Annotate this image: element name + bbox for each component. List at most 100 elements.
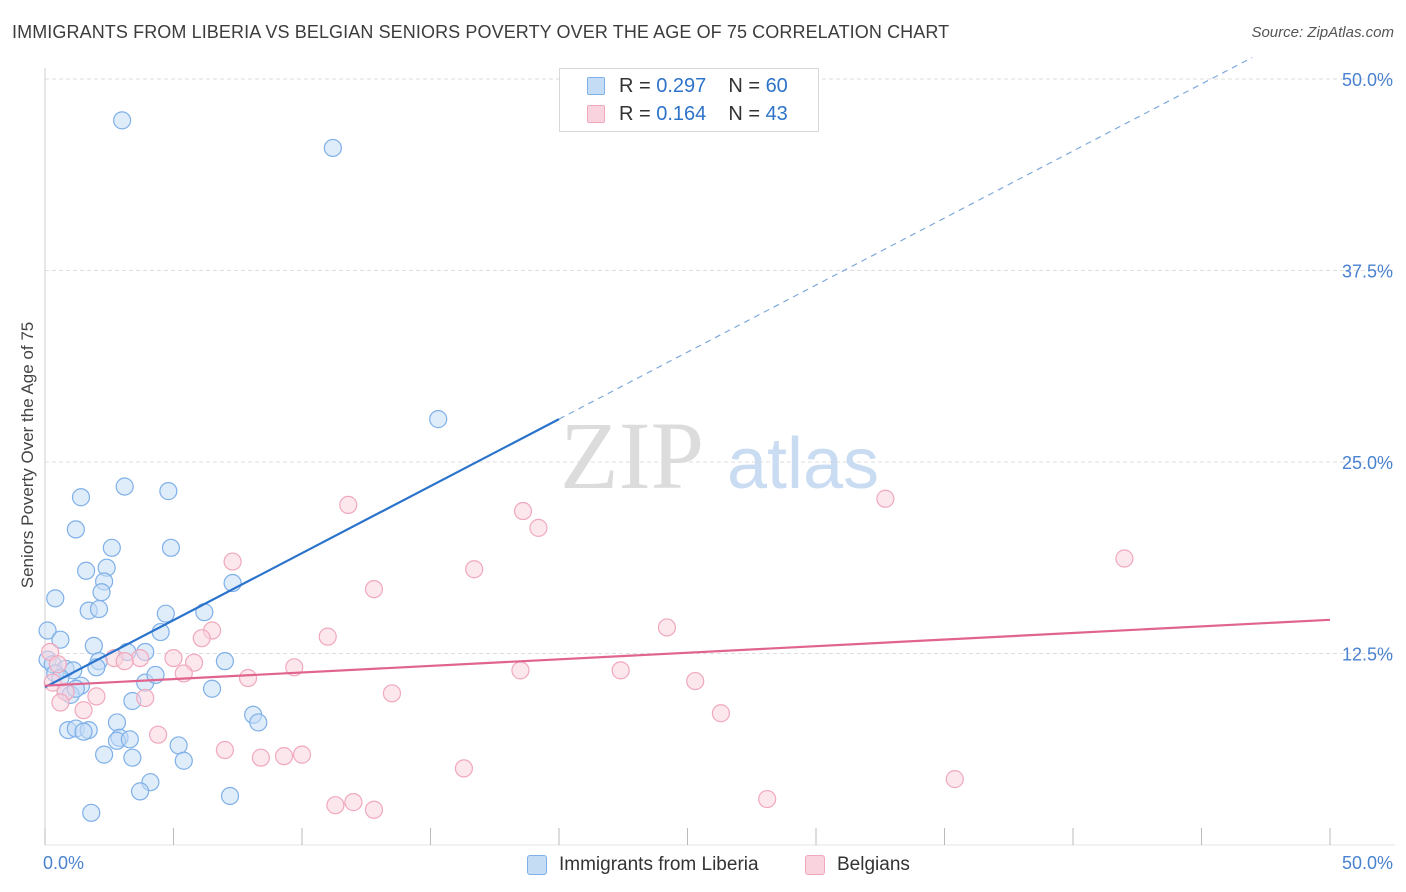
belgians-point <box>215 740 234 760</box>
liberia-point <box>107 713 127 732</box>
belgians-point <box>611 661 630 680</box>
y-tick-label: 50.0% <box>1342 70 1393 90</box>
belgians-point <box>465 560 484 579</box>
belgians-point <box>513 501 533 521</box>
liberia-point <box>77 561 96 580</box>
legend-swatch-liberia <box>587 77 605 95</box>
y-axis-title: Seniors Poverty Over the Age of 75 <box>18 322 37 588</box>
y-tick-label: 37.5% <box>1342 262 1393 282</box>
liberia-point <box>89 599 109 619</box>
liberia-point <box>71 488 91 507</box>
belgians-point <box>511 661 530 680</box>
belgians-point <box>686 671 705 691</box>
liberia-point <box>161 538 181 557</box>
liberia-point <box>46 589 65 608</box>
belgians-point <box>292 745 312 764</box>
legend-n-label: N = <box>728 102 760 125</box>
belgians-point <box>326 796 345 815</box>
belgians-trend-line <box>44 618 1331 687</box>
liberia-point <box>169 736 188 755</box>
belgians-point <box>364 800 384 819</box>
liberia-point <box>429 410 448 429</box>
bottom-legend-liberia: Immigrants from Liberia <box>527 852 759 878</box>
belgians-point <box>48 655 67 674</box>
belgians-point <box>1115 549 1134 568</box>
belgians-point <box>136 688 155 708</box>
x-tick-label: 0.0% <box>43 853 84 873</box>
liberia-point <box>159 482 178 501</box>
bottom-legend-swatch-belgians <box>805 855 825 875</box>
belgians-point <box>164 648 183 668</box>
belgians-point <box>529 518 548 537</box>
liberia-point <box>82 803 101 822</box>
bottom-legend-swatch-liberia <box>527 855 547 875</box>
liberia-point <box>74 722 93 741</box>
legend-row-liberia: R = 0.297 N = 60 <box>587 74 788 98</box>
liberia-point <box>323 138 342 158</box>
axis-labels: 12.5% 25.0% 37.5% 50.0% 0.0% 50.0% Seniors Pov… <box>18 70 1393 873</box>
belgians-point <box>285 658 304 677</box>
belgians-point <box>382 684 402 703</box>
legend-n-value: 60 <box>765 74 788 97</box>
belgians-point <box>87 687 106 706</box>
liberia-trend-extension <box>558 57 1253 420</box>
belgians-point <box>274 747 294 766</box>
liberia-point <box>215 652 234 671</box>
belgians-point <box>339 495 358 514</box>
gridlines <box>45 78 1395 654</box>
legend-swatch-belgians <box>587 105 605 123</box>
chart-source: Source: ZipAtlas.com <box>1251 24 1394 41</box>
belgians-point <box>74 701 93 720</box>
liberia-point <box>174 751 193 770</box>
belgians-point <box>223 552 242 571</box>
trend-lines <box>44 57 1331 689</box>
legend-n-label: N = <box>728 74 760 97</box>
liberia-point <box>202 679 222 698</box>
liberia-point <box>115 477 134 496</box>
belgians-point <box>344 793 363 812</box>
legend-r-value: 0.164 <box>656 102 707 125</box>
bottom-legend-label-liberia: Immigrants from Liberia <box>559 854 759 875</box>
liberia-point <box>38 621 57 640</box>
liberia-point <box>123 748 142 767</box>
watermark-zip: ZIP <box>560 402 704 509</box>
liberia-point <box>220 786 240 806</box>
y-tick-label: 12.5% <box>1342 645 1393 665</box>
legend-row-belgians: R = 0.164 N = 43 <box>587 102 788 126</box>
belgians-point <box>876 489 895 508</box>
watermark-atlas: atlas <box>727 424 879 504</box>
liberia-point <box>120 730 139 749</box>
belgians-point <box>364 580 384 599</box>
liberia-point <box>156 604 175 623</box>
liberia-point <box>130 782 150 801</box>
belgians-point <box>318 627 337 646</box>
liberia-point <box>84 636 103 655</box>
liberia-point <box>92 583 111 602</box>
liberia-point <box>51 630 70 649</box>
legend-r-value: 0.297 <box>656 74 707 97</box>
watermark: ZIP atlas <box>560 402 879 509</box>
liberia-trend-line <box>44 418 560 689</box>
legend-r-label: R = <box>619 74 651 97</box>
legend-n-value: 43 <box>765 102 788 125</box>
data-points <box>38 111 1134 822</box>
belgians-point <box>130 648 150 668</box>
liberia-point <box>95 745 114 764</box>
legend-r-label: R = <box>619 102 651 125</box>
chart-title: IMMIGRANTS FROM LIBERIA VS BELGIAN SENIO… <box>12 22 950 42</box>
bottom-legend-label-belgians: Belgians <box>837 854 910 875</box>
liberia-point <box>249 713 268 732</box>
belgians-point <box>148 725 168 744</box>
x-tick-label: 50.0% <box>1342 853 1393 873</box>
bottom-legend-belgians: Belgians <box>805 852 910 878</box>
belgians-point <box>945 770 964 789</box>
belgians-point <box>657 618 677 637</box>
liberia-point <box>102 538 121 557</box>
belgians-point <box>251 748 270 767</box>
belgians-point <box>51 693 70 712</box>
y-tick-label: 25.0% <box>1342 453 1393 473</box>
legend: R = 0.297 N = 60 R = 0.164 N = 43 <box>559 68 819 132</box>
belgians-point <box>192 629 211 648</box>
axes <box>44 68 1395 846</box>
